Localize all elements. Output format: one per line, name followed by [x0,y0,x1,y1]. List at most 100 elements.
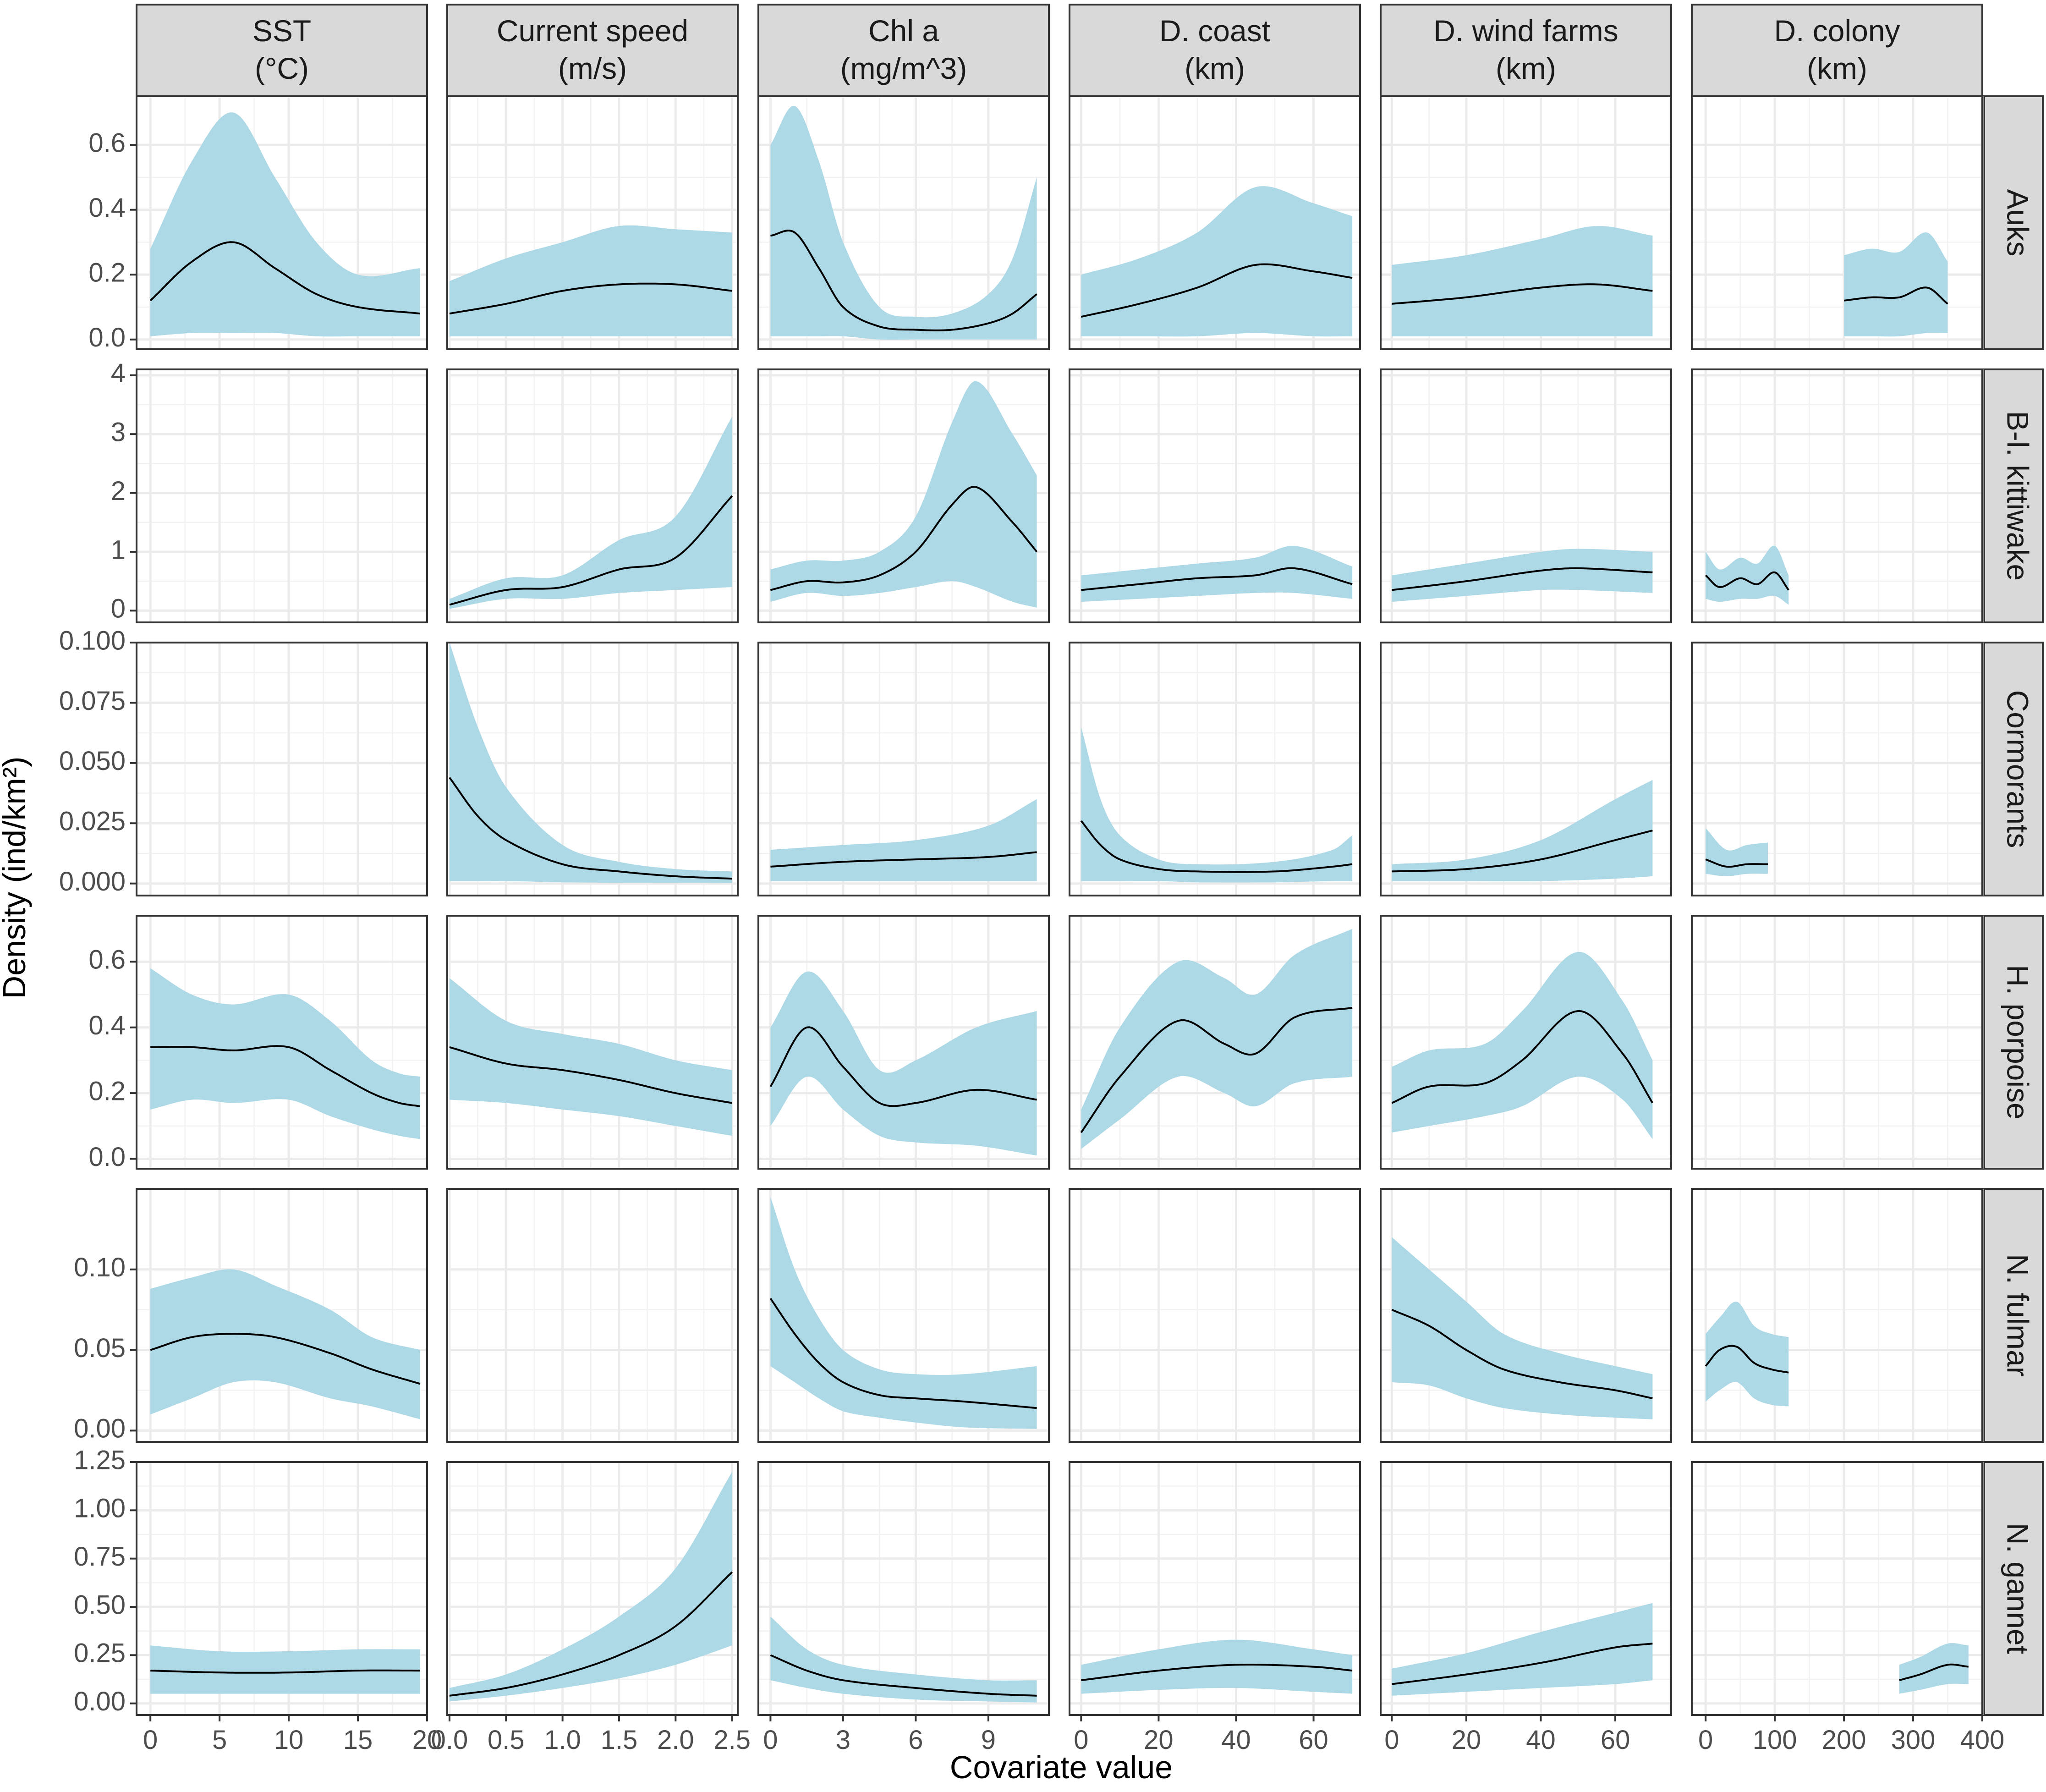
mean-line [449,1046,733,1104]
panel-border [1069,642,1361,896]
panel-border [136,915,428,1170]
x-tick-label: 300 [1891,1725,1936,1755]
series-N. gannet-coast [1081,1639,1353,1694]
x-tick-label: 1.5 [601,1725,638,1755]
x-tick-label: 200 [1822,1725,1866,1755]
panel-border [446,95,739,350]
y-tick-label: 0.50 [74,1590,126,1620]
confidence-ribbon [449,1472,732,1702]
y-tick-label: 0.05 [74,1333,126,1363]
confidence-ribbon [770,799,1037,881]
x-tick-label: 60 [1601,1725,1630,1755]
mean-line [1392,830,1653,873]
row-strip-label: Auks [2001,189,2035,257]
confidence-ribbon [1392,226,1653,336]
mean-line [1392,567,1653,591]
panel-border [1069,1188,1361,1443]
y-tick-label: 0.075 [59,686,126,716]
mean-line [770,1654,1037,1697]
column-strip-coast [1069,4,1361,97]
panel-border [1069,915,1361,1170]
panel-border [446,368,739,623]
y-tick-label: 0.10 [74,1253,126,1282]
x-tick-label: 60 [1299,1725,1328,1755]
series-H. porpoise-cur [449,978,733,1136]
panel-border [136,642,428,896]
x-tick-label: 0 [1074,1725,1088,1755]
series-Cormorants-wind [1392,780,1653,881]
confidence-ribbon [150,1269,420,1419]
panel-border [446,1461,739,1716]
mean-line [449,495,733,606]
mean-line [1705,858,1768,868]
y-tick-label: 2 [111,476,126,506]
panel-r1-c0 [137,369,428,622]
x-tick-label: 15 [343,1725,373,1755]
x-tick-label: 0 [143,1725,158,1755]
series-Auks-colony [1843,232,1948,337]
confidence-ribbon [449,978,732,1136]
confidence-ribbon [770,971,1037,1156]
confidence-ribbon [770,381,1037,608]
series-Auks-cur [449,225,732,336]
panel-border [1380,642,1672,896]
panel-border [1069,368,1361,623]
mean-line [770,230,1037,331]
series-Auks-chl [770,106,1037,340]
mean-line [1081,1664,1353,1682]
x-tick-label: 9 [981,1725,996,1755]
row-strip-label: H. porpoise [2001,965,2035,1120]
panel-border [757,368,1050,623]
y-axis-title: Density (ind/km²) [0,757,32,999]
x-axis-title: Covariate value [950,1749,1173,1785]
column-strip-label: (km) [1496,51,1556,85]
y-tick-label: 1 [111,535,126,565]
y-tick-label: 0.25 [74,1638,126,1668]
column-strip-label: SST [252,14,311,48]
y-tick-label: 0.000 [59,867,126,896]
x-tick-label: 40 [1221,1725,1251,1755]
row-strip-label: N. fulmar [2001,1254,2035,1377]
series-N. gannet-cur [449,1472,733,1702]
panel-background [137,369,427,622]
y-tick-label: 0.100 [59,626,126,655]
column-strip-label: (mg/m^3) [840,51,967,85]
panel-border [1691,1461,1983,1716]
mean-line [769,1297,1037,1409]
series-Auks-wind [1392,226,1653,336]
mean-line [149,241,421,315]
series-N. fulmar-chl [769,1197,1037,1429]
panel-border [757,915,1050,1170]
x-tick-label: 3 [836,1725,850,1755]
y-tick-label: 0.050 [59,746,126,776]
y-tick-label: 4 [111,358,126,388]
y-tick-label: 0.6 [88,945,126,975]
mean-line [770,486,1038,591]
x-tick-label: 1.0 [544,1725,581,1755]
y-tick-label: 1.00 [74,1494,126,1523]
panel-r4-c3 [1070,1189,1360,1442]
panel-border [446,1188,739,1443]
y-tick-label: 0.4 [88,1011,126,1040]
panel-r3-c5 [1692,916,1984,1169]
y-tick-label: 1.25 [74,1445,126,1475]
panel-r4-c1 [447,1189,738,1442]
series-H. porpoise-coast [1080,929,1353,1149]
panel-border [757,1188,1050,1443]
row-strip-5 [1983,1461,2044,1716]
panel-border [1380,95,1672,350]
confidence-ribbon [150,1645,420,1694]
y-tick-label: 0.2 [88,258,126,288]
series-B-l. kittiwake-chl [770,381,1038,608]
series-Cormorants-colony [1705,828,1768,876]
series-B-l. kittiwake-colony [1705,545,1789,605]
mean-line [1899,1663,1969,1682]
mean-line [770,851,1037,868]
x-tick-label: 6 [908,1725,923,1755]
confidence-ribbon [1392,951,1653,1139]
row-strip-4 [1983,1188,2044,1443]
panel-border [757,95,1050,350]
confidence-ribbon [770,1616,1037,1703]
mean-line [769,1026,1037,1107]
panel-border [446,915,739,1170]
